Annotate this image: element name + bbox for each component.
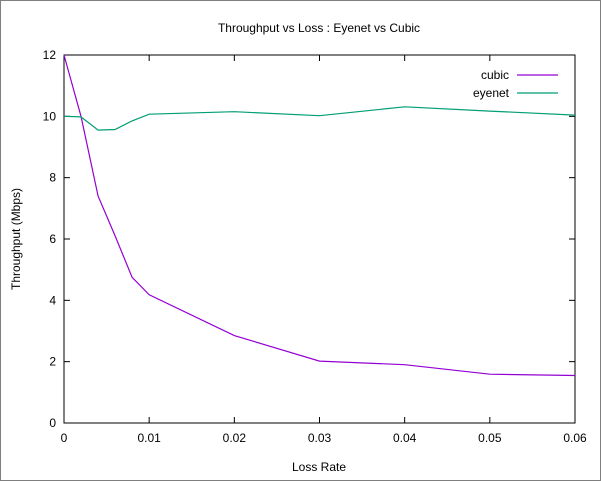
x-axis-ticks: 0 0.01 0.02 0.03 0.04 0.05 0.06 (61, 55, 587, 445)
series-line-cubic (63, 54, 576, 377)
y-tick-label: 10 (43, 109, 57, 123)
x-tick-label: 0.01 (137, 431, 161, 445)
legend: cubic eyenet (473, 68, 558, 100)
legend-label-eyenet: eyenet (473, 86, 510, 100)
x-axis-label: Loss Rate (292, 460, 346, 474)
legend-label-cubic: cubic (481, 68, 509, 82)
y-tick-label: 12 (43, 48, 57, 62)
y-tick-label: 0 (49, 416, 56, 430)
plot-area (63, 54, 576, 424)
x-tick-label: 0.05 (478, 431, 502, 445)
x-tick-label: 0.02 (223, 431, 247, 445)
x-tick-label: 0.03 (308, 431, 332, 445)
y-tick-label: 2 (49, 355, 56, 369)
chart-title: Throughput vs Loss : Eyenet vs Cubic (218, 21, 420, 35)
series-line-eyenet (63, 106, 576, 131)
plot-border (63, 54, 576, 424)
y-tick-label: 8 (49, 171, 56, 185)
y-tick-label: 6 (49, 232, 56, 246)
y-tick-label: 4 (49, 293, 56, 307)
y-axis-label: Throughput (Mbps) (9, 188, 23, 290)
y-axis-ticks: 0 2 4 6 8 10 12 (43, 48, 575, 430)
x-tick-label: 0 (61, 431, 68, 445)
x-tick-label: 0.06 (563, 431, 587, 445)
series-group (63, 54, 576, 377)
x-tick-label: 0.04 (393, 431, 417, 445)
